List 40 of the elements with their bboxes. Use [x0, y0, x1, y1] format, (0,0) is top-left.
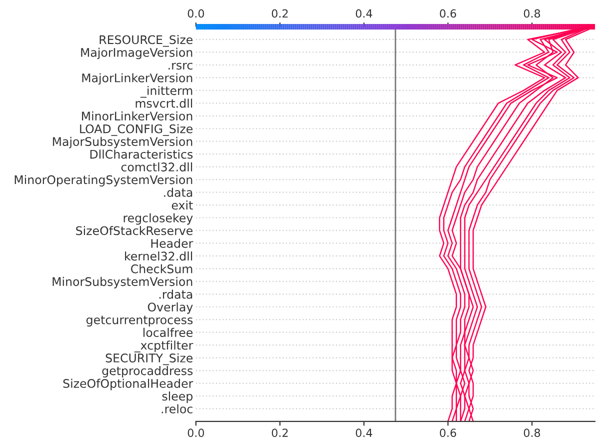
x2-tick-label: 0.4 [356, 9, 372, 18]
y-tick-label: _xcptfilter [134, 340, 194, 352]
y-tick-label: .reloc [162, 404, 192, 414]
x2-tick-label: 0.2 [272, 9, 288, 18]
y-tick-label: MinorSubsystemVersion [52, 276, 192, 288]
y-tick-label: Header [151, 238, 194, 248]
y-tick-label: exit [172, 200, 193, 210]
y-tick-label: _initterm [140, 86, 192, 98]
x-tick-label: 0.0 [188, 428, 204, 438]
x2-tick-label: 0.0 [188, 9, 204, 18]
y-tick-label: MinorLinkerVersion [82, 111, 192, 121]
y-tick-label: MajorSubsystemVersion [52, 136, 192, 148]
y-tick-label: SizeOfOptionalHeader [63, 378, 194, 390]
y-tick-label: .data [164, 188, 192, 197]
y-tick-label: SizeOfStackReserve [76, 226, 193, 236]
y-tick-label: comctl32.dll [121, 162, 192, 172]
y-tick-label: Overlay [148, 302, 193, 314]
y-tick-label: msvcrt.dll [136, 98, 192, 108]
y-tick-label: MajorLinkerVersion [82, 73, 192, 85]
y-tick-label: RESOURCE_Size [100, 35, 193, 47]
y-tick-label: DllCharacteristics [90, 150, 193, 159]
x-tick-label: 0.8 [524, 428, 540, 438]
x-tick-label: 0.2 [272, 428, 288, 438]
x2-tick-label: 0.6 [440, 9, 456, 18]
y-tick-label: kernel32.dll [125, 251, 192, 261]
y-tick-label: SECURITY_Size [106, 353, 193, 366]
y-tick-label: LOAD_CONFIG_Size [80, 124, 193, 136]
x2-tick-label: 0.8 [524, 9, 540, 18]
y-tick-label: .rsrc [168, 62, 192, 70]
y-tick-label: getprocaddress [102, 366, 193, 378]
y-tick-label: MinorOperatingSystemVersion [14, 175, 192, 186]
y-tick-label: .rdata [159, 290, 192, 299]
y-tick-label: localfree [143, 328, 193, 337]
y-tick-label: getcurrentprocess [86, 316, 193, 327]
y-tick-label: CheckSum [131, 264, 192, 274]
y-tick-label: regclosekey [124, 213, 193, 225]
y-tick-label: MajorImageVersion [81, 48, 192, 60]
x-tick-label: 0.4 [356, 428, 372, 438]
y-tick-label: sleep [162, 392, 192, 403]
x-tick-label: 0.6 [440, 428, 456, 438]
